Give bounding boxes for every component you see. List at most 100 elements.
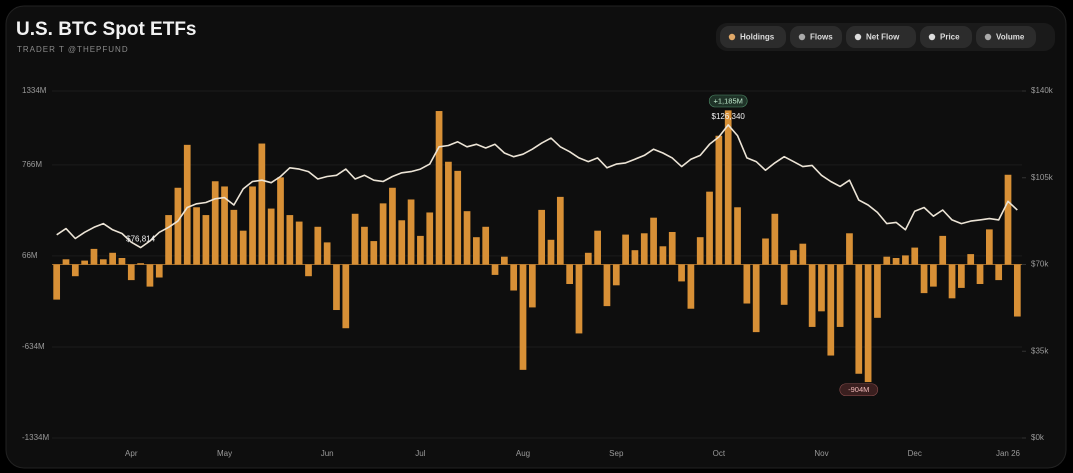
flow-bar (249, 186, 256, 265)
flow-bar (874, 264, 881, 318)
x-tick-label: Apr (125, 449, 138, 458)
flow-bar (631, 250, 639, 265)
flow-bar (752, 264, 760, 333)
x-tick-label: Jun (321, 449, 334, 458)
flow-bar (165, 215, 172, 265)
flow-bar (62, 259, 70, 265)
flow-bar (771, 213, 779, 265)
flow-bar (724, 110, 732, 265)
flow-bar (678, 264, 685, 282)
flow-bar (174, 187, 182, 265)
flow-bar (295, 221, 303, 265)
flow-bar (127, 264, 135, 281)
flow-bar (612, 264, 620, 286)
flow-bar (967, 254, 975, 265)
flow-bar (510, 264, 518, 291)
flow-bar (221, 186, 228, 265)
legend-button-bg (790, 26, 842, 48)
flow-bar (286, 215, 294, 265)
flow-bar (99, 259, 107, 265)
panel (5, 5, 1067, 469)
flow-bar (1013, 264, 1021, 317)
flow-label: -904M (848, 385, 869, 394)
flow-bar (183, 144, 191, 265)
legend-button[interactable]: Price (920, 26, 972, 48)
y-tick-label: -634M (22, 342, 45, 351)
flow-bar (883, 256, 891, 265)
x-tick-label: Nov (814, 449, 828, 458)
flow-bar (230, 209, 238, 265)
flow-bar (53, 264, 61, 300)
flow-bar (808, 264, 816, 327)
flow-bar (454, 170, 462, 265)
y2-tick-label: $0k (1031, 433, 1045, 442)
legend-button-bg (976, 26, 1036, 48)
y-tick-label: -1334M (22, 433, 49, 442)
flow-bar (267, 208, 275, 265)
flow-bar (622, 234, 629, 265)
flow-bar (193, 207, 200, 265)
legend: Holdings Flows Net Flow Price Volume (720, 26, 1036, 48)
flow-bar (81, 260, 89, 265)
legend-button[interactable]: Holdings (720, 26, 786, 48)
flow-label-pill (839, 383, 879, 397)
flow-bar (155, 264, 163, 278)
flow-bar (911, 247, 919, 265)
flow-bar (314, 226, 322, 265)
flow-bar (500, 256, 508, 265)
flow-bar (892, 257, 900, 265)
flow-bar (90, 248, 98, 265)
flow-bar (799, 243, 807, 265)
x-tick-label: Jan 26 (996, 449, 1021, 458)
legend-label: Flows (810, 33, 833, 42)
flow-bar (473, 237, 480, 265)
price-label: $126,340 (712, 112, 746, 121)
flow-bar (762, 238, 769, 265)
flow-bar (258, 143, 266, 265)
flow-bar (958, 264, 965, 288)
x-tick-label: Jul (415, 449, 425, 458)
legend-icon (728, 33, 736, 41)
flow-bar (976, 264, 984, 285)
flow-bar (603, 264, 611, 307)
price-label: $76,814 (126, 235, 155, 244)
flow-bar (137, 263, 144, 265)
flow-bar (202, 215, 210, 265)
legend-button[interactable]: Net Flow (846, 26, 916, 48)
flow-label-pill (708, 94, 748, 108)
y-tick-label: 66M (22, 251, 38, 260)
chart-title: U.S. BTC Spot ETFs (16, 19, 197, 40)
flow-bar (379, 203, 387, 265)
flow-bar (566, 264, 574, 285)
flow-bar (818, 264, 825, 312)
flow-bar (361, 226, 368, 265)
flow-bar (846, 233, 853, 265)
flow-bar (109, 252, 116, 265)
flow-bar (528, 264, 536, 308)
flow-bar (538, 209, 546, 265)
flow-bar (930, 264, 937, 287)
flow-bar (687, 264, 695, 309)
y-tick-label: 766M (22, 160, 42, 169)
flow-bar (995, 264, 1003, 281)
flow-bar (417, 235, 424, 265)
flow-bar (482, 226, 490, 265)
flow-bar (743, 264, 751, 304)
flow-bar (305, 264, 312, 277)
flow-bar (463, 211, 471, 265)
flow-bar (519, 264, 527, 370)
x-tick-label: Dec (908, 449, 922, 458)
flow-bar (556, 196, 564, 265)
flow-bar (985, 229, 993, 265)
legend-label: Holdings (740, 33, 775, 42)
x-tick-label: Aug (516, 449, 530, 458)
legend-icon (854, 33, 862, 41)
flow-bar (855, 264, 863, 374)
legend-button[interactable]: Volume (976, 26, 1036, 48)
flow-bar (370, 241, 378, 265)
flow-label: +1,185M (713, 96, 742, 105)
flow-bar (696, 237, 704, 265)
legend-button[interactable]: Flows (790, 26, 842, 48)
x-tick-label: Oct (713, 449, 726, 458)
